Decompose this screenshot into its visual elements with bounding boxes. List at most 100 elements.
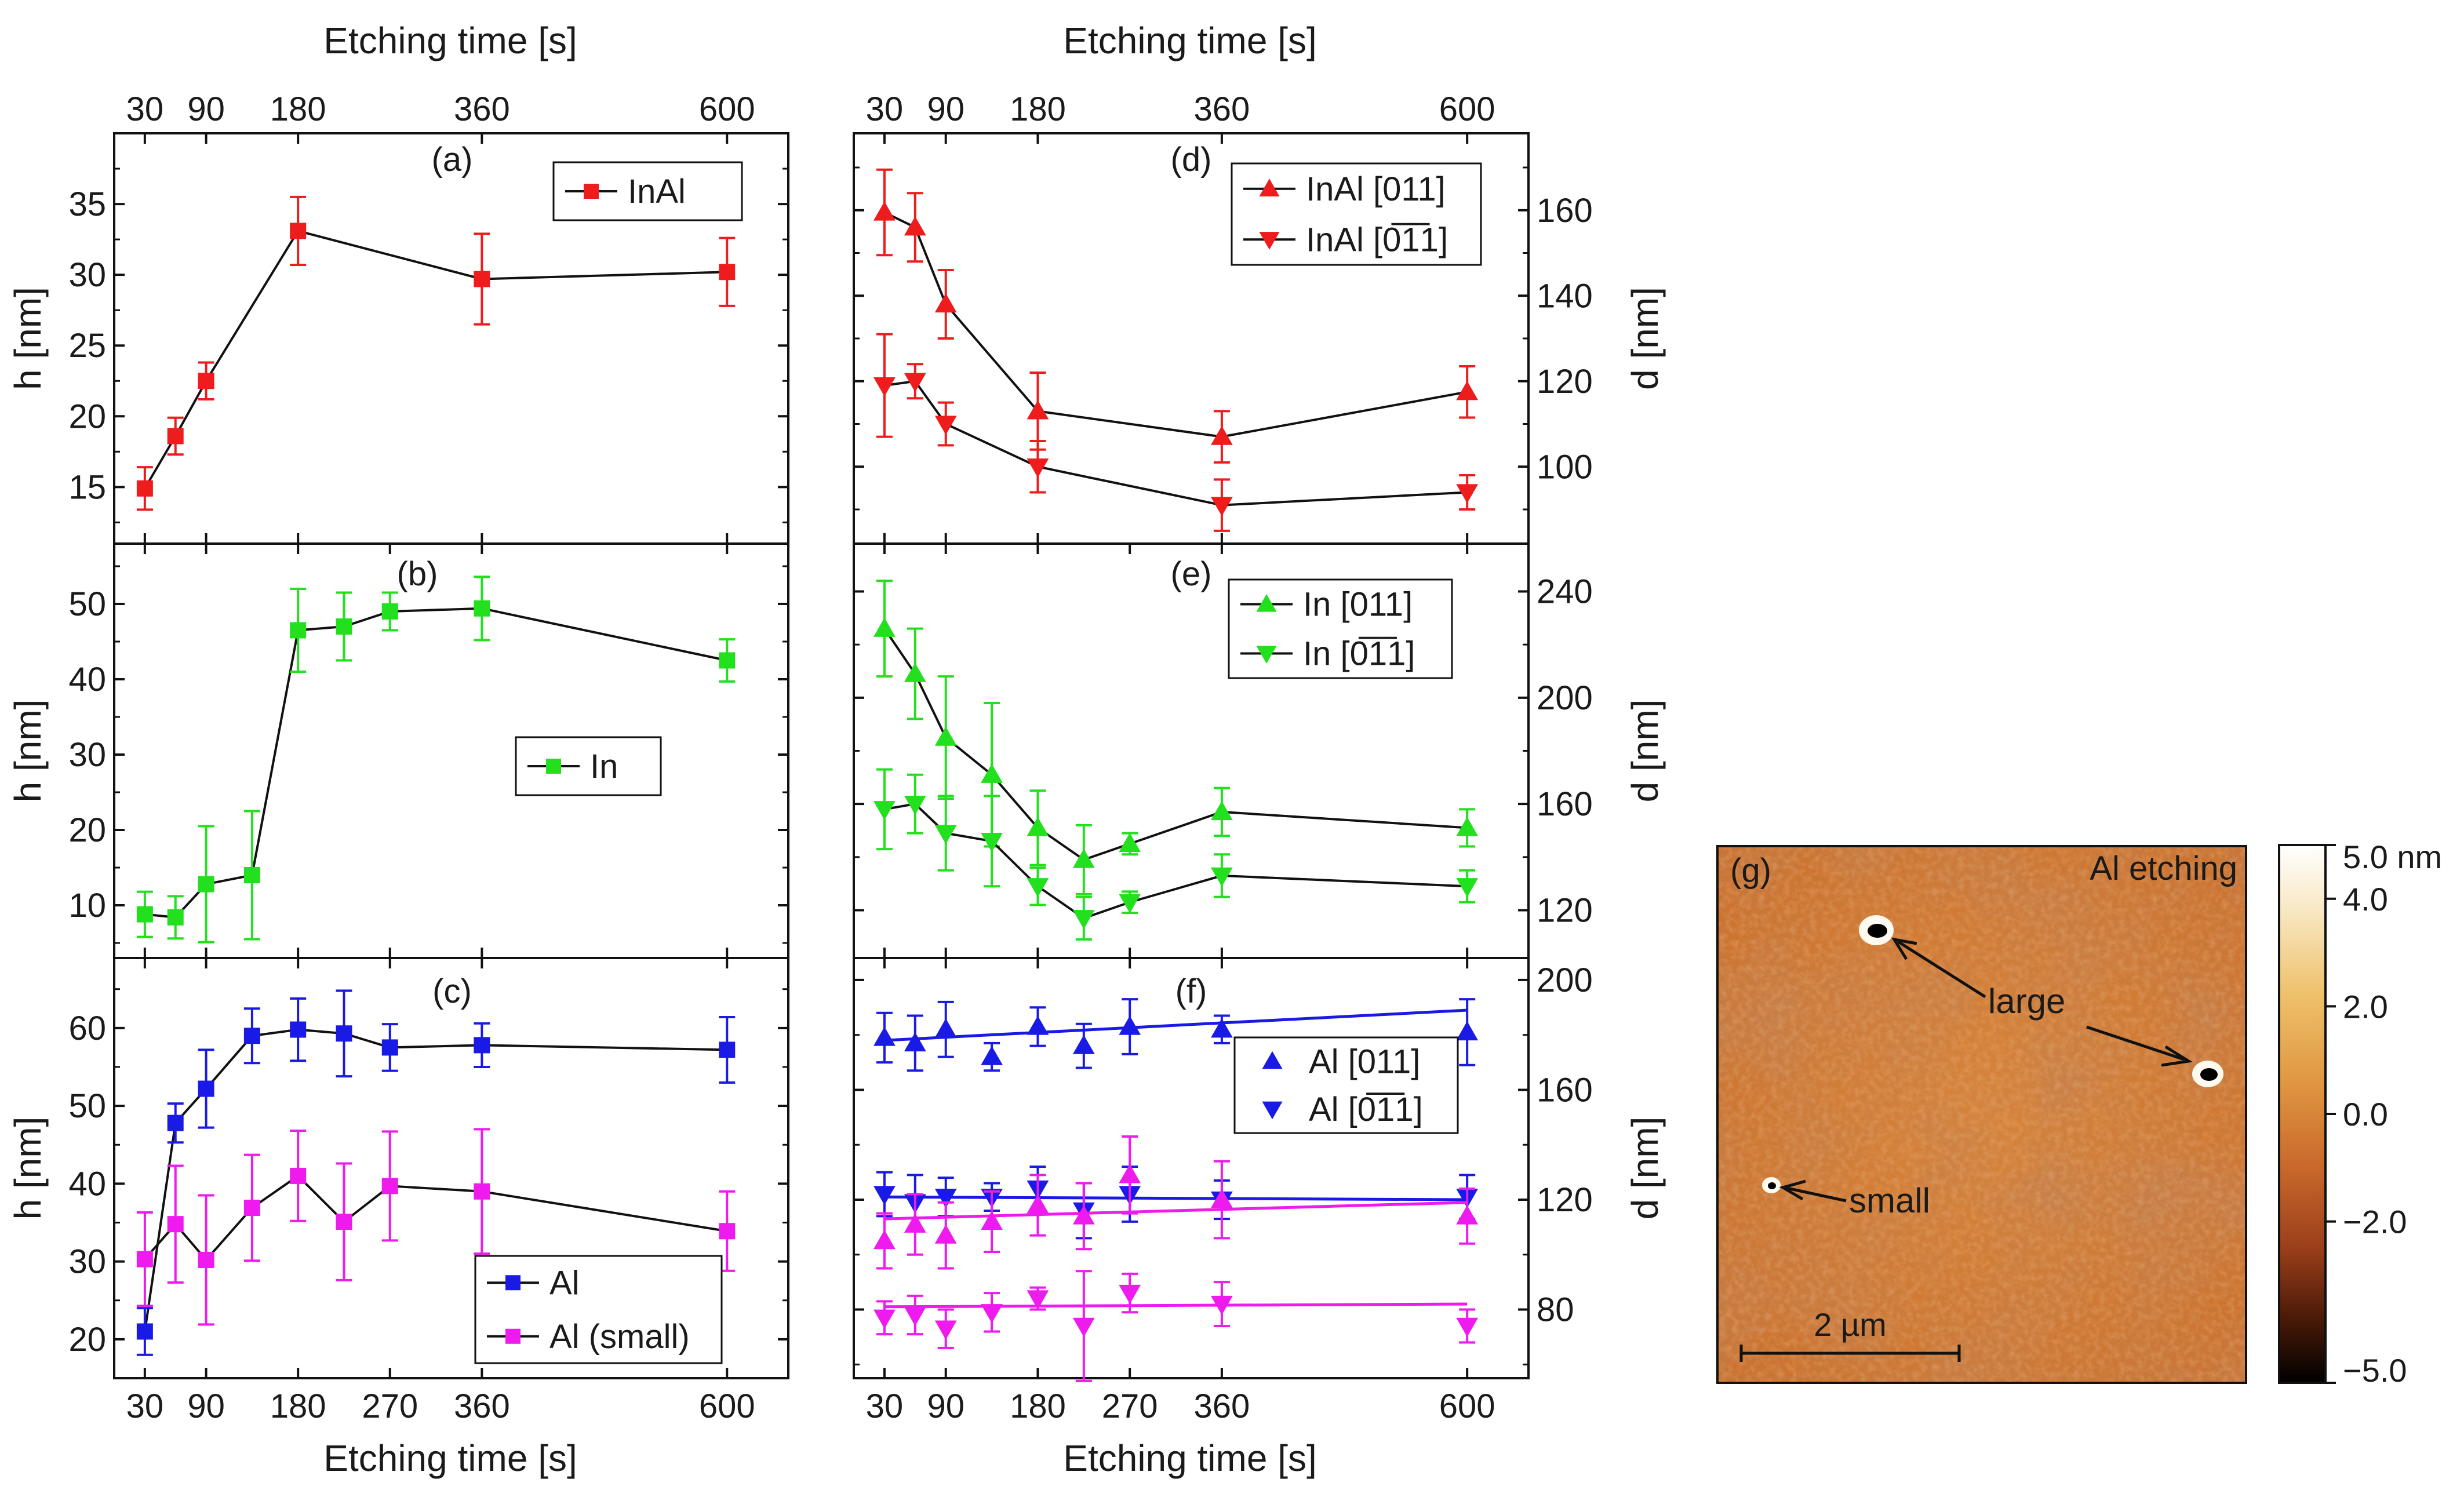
xtick-label: 90	[187, 1387, 225, 1425]
data-point	[167, 1114, 184, 1131]
data-point	[198, 1080, 214, 1097]
ytick-label: 240	[1537, 573, 1593, 611]
colorbar-tick-label: −2.0	[2343, 1204, 2407, 1240]
data-point	[873, 801, 896, 821]
arrow-small-shaft	[1786, 1186, 1847, 1203]
data-point	[336, 618, 352, 635]
ylabel: h [nm]	[7, 1117, 49, 1220]
legend-f: Al [011] Al [0̅1̅1]	[1233, 1036, 1459, 1134]
data-point	[719, 1041, 736, 1058]
xtick-label: 180	[270, 1387, 326, 1425]
ytick-label: 120	[1537, 1181, 1593, 1219]
series-e-0	[873, 580, 1479, 895]
legend-d: InAl [011] InAl [0̅1̅1]	[1231, 162, 1482, 266]
panel-f: 80 120 160 200 d [nm] 30 90 180 270 360 600 (f) Al […	[853, 957, 1666, 1425]
data-point	[1456, 1205, 1479, 1225]
series-e-1	[873, 768, 1479, 941]
legend-box	[474, 1255, 723, 1364]
legend-label: In [011]	[1303, 586, 1413, 624]
series-line	[144, 1174, 727, 1262]
data-point	[934, 825, 957, 844]
legend-marker	[1259, 179, 1280, 196]
panel-e: 120 160 200 240 d [nm] (e) In [011] In [0̅1̅1]	[853, 542, 1666, 959]
data-point	[1456, 484, 1479, 504]
panel-label: (f)	[1175, 973, 1207, 1010]
ytick-label: 200	[1537, 679, 1593, 717]
data-point	[1072, 848, 1095, 868]
series-a-0	[136, 195, 736, 511]
data-point	[904, 1306, 926, 1326]
data-point	[167, 1216, 184, 1233]
series-line	[144, 230, 727, 489]
series-line	[884, 211, 1468, 438]
annotation-large: large	[1988, 982, 2065, 1021]
afm-frame	[1716, 845, 2247, 1384]
data-point	[873, 1186, 896, 1205]
data-point	[198, 373, 214, 389]
ytick-label: 120	[1537, 363, 1593, 400]
xtick-label-top: 600	[1439, 90, 1495, 128]
data-point	[1027, 1015, 1049, 1035]
small-particle	[1762, 1177, 1781, 1193]
series-c-0	[136, 989, 736, 1356]
data-point	[873, 1026, 896, 1046]
data-point	[1456, 878, 1479, 898]
colorbar-tick-label: 5.0 nm	[2343, 839, 2442, 875]
legend-label: Al (small)	[549, 1318, 690, 1356]
ylabel: d [nm]	[1624, 1117, 1666, 1220]
fit-line	[884, 1201, 1468, 1221]
data-point	[1027, 400, 1049, 420]
ytick-label: 100	[1537, 448, 1593, 486]
data-point	[934, 1320, 957, 1340]
ytick-label: 35	[68, 185, 106, 223]
data-point	[1027, 458, 1049, 478]
legend-marker	[1259, 232, 1280, 250]
data-point	[136, 1323, 153, 1340]
ytick-label: 160	[1537, 1071, 1593, 1109]
data-point	[981, 1304, 1003, 1324]
data-point	[1027, 1194, 1049, 1214]
series-b-0	[136, 576, 736, 944]
series-d-1	[873, 333, 1479, 532]
data-point	[981, 833, 1003, 853]
data-point	[904, 216, 926, 236]
data-point	[290, 622, 307, 639]
ytick-label: 80	[1537, 1291, 1574, 1329]
data-point	[719, 652, 736, 669]
arrow-small-head	[1779, 1179, 1806, 1201]
panel-a: 15 20 25 30 35 h [nm] 30 90 180 360 600 (a) InAl	[7, 90, 789, 545]
xtick-label: 600	[699, 1387, 755, 1425]
legend-marker	[505, 1328, 521, 1344]
arrow-large-1-shaft	[1897, 940, 1986, 999]
series-c-1	[136, 1128, 736, 1326]
ytick-label: 20	[68, 398, 106, 435]
ytick-label: 50	[68, 1087, 106, 1125]
panel-b: 10 20 30 40 50 h [nm] (b) In	[7, 542, 789, 959]
ytick-label: 30	[68, 736, 106, 774]
panel-d: 100 120 140 160 d [nm] 30 90 180 360 600 (d) InAl […	[853, 90, 1666, 545]
data-point	[1456, 817, 1479, 836]
data-point	[1456, 381, 1479, 400]
xtick-label: 90	[927, 1387, 965, 1425]
ytick-label: 140	[1537, 277, 1593, 315]
legend-marker	[584, 184, 599, 199]
data-point	[381, 603, 398, 620]
data-point	[1119, 1015, 1141, 1035]
bottom-left-axis-title: Etching time [s]	[323, 1437, 577, 1479]
ytick-label: 60	[68, 1010, 106, 1047]
ytick-label: 50	[68, 585, 106, 623]
data-point	[1211, 497, 1233, 516]
data-point	[873, 617, 896, 637]
fit-line	[884, 1195, 1468, 1201]
panel-label: (d)	[1171, 141, 1212, 179]
data-point	[1119, 1164, 1141, 1183]
fit-line	[884, 1302, 1468, 1309]
ytick-label: 160	[1537, 192, 1593, 230]
xtick-label-top: 180	[1010, 90, 1066, 128]
data-point	[904, 1213, 926, 1233]
legend-label: InAl	[628, 173, 686, 210]
panel-label: (b)	[397, 555, 438, 593]
large-particle-2	[2192, 1061, 2223, 1087]
xtick-label-top: 180	[270, 90, 326, 128]
